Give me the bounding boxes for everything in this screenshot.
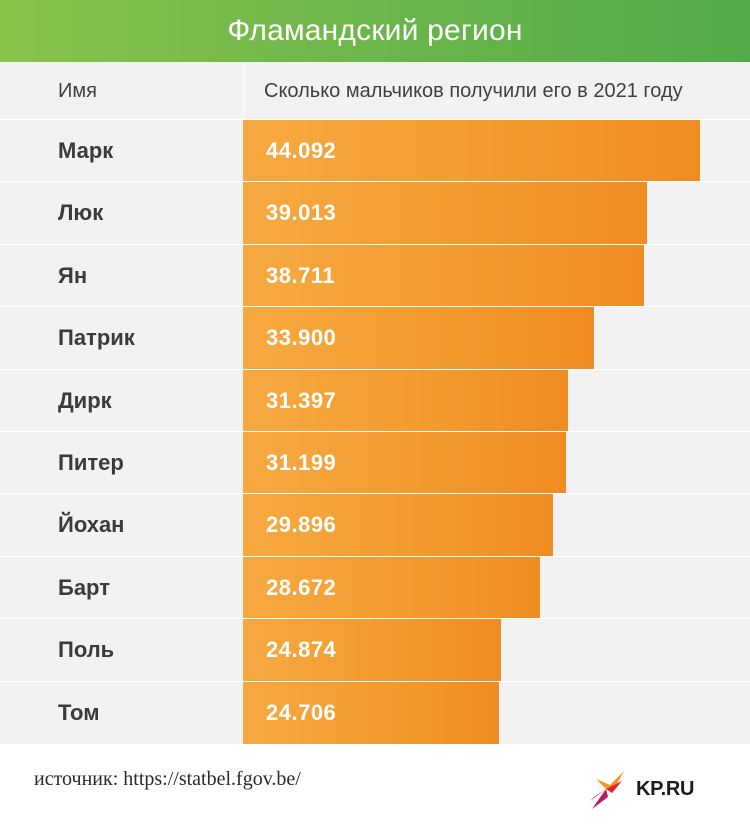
bar-value-label: 44.092 bbox=[266, 138, 337, 163]
bar bbox=[243, 432, 567, 494]
row-name-label: Люк bbox=[58, 200, 104, 226]
bar bbox=[243, 182, 648, 245]
bar-value-label: 39.013 bbox=[266, 200, 337, 226]
bar-value-label: 38.711 bbox=[266, 262, 336, 288]
table-row: Поль 24.874 bbox=[0, 618, 750, 682]
name-column-header: Имя bbox=[58, 79, 97, 102]
table-row: Том 24.706 bbox=[0, 680, 750, 744]
row-separator bbox=[0, 181, 750, 183]
kp-logo: KP.RU bbox=[586, 766, 726, 812]
table-row: Марк 44.092 bbox=[0, 120, 750, 182]
bar-value-label: 31.397 bbox=[266, 387, 337, 413]
bar bbox=[243, 369, 569, 432]
row-name-label: Марк bbox=[58, 138, 114, 163]
row-separator bbox=[0, 306, 750, 308]
row-separator bbox=[0, 368, 750, 370]
bar-value-label: 28.672 bbox=[266, 574, 337, 600]
source-note: источник: https://statbel.fgov.be/ bbox=[34, 768, 301, 790]
bar bbox=[243, 556, 541, 619]
bar-value-label: 31.199 bbox=[266, 450, 337, 475]
table-row: Питер 31.199 bbox=[0, 431, 750, 494]
row-name-label: Барт bbox=[58, 574, 110, 600]
bar bbox=[243, 120, 700, 182]
row-separator bbox=[0, 493, 750, 495]
value-column-header: Сколько мальчиков получили его в 2021 го… bbox=[264, 79, 683, 102]
table-row: Дирк 31.397 bbox=[0, 368, 750, 432]
row-name-label: Дирк bbox=[58, 387, 112, 413]
table-row: Йохан 29.896 bbox=[0, 493, 750, 557]
row-separator bbox=[0, 680, 750, 682]
row-separator bbox=[0, 431, 750, 432]
row-name-label: Питер bbox=[58, 450, 124, 475]
table-row: Ян 38.711 bbox=[0, 243, 750, 307]
bar-value-label: 33.900 bbox=[266, 325, 337, 351]
title-bar: Фламандский регион bbox=[0, 0, 750, 62]
row-name-label: Ян bbox=[58, 262, 88, 288]
bar-value-label: 24.706 bbox=[266, 699, 337, 725]
kp-bird-logo-icon bbox=[590, 771, 624, 809]
kp-logo-text: KP.RU bbox=[636, 777, 695, 800]
table-row: Люк 39.013 bbox=[0, 181, 750, 245]
bar bbox=[243, 244, 645, 307]
table-row: Патрик 33.900 bbox=[0, 306, 750, 370]
row-name-label: Поль bbox=[58, 637, 115, 663]
bar-value-label: 24.874 bbox=[266, 637, 337, 663]
row-name-label: Том bbox=[58, 699, 100, 725]
bar bbox=[243, 681, 500, 744]
row-separator bbox=[0, 243, 750, 245]
row-name-label: Патрик bbox=[58, 325, 135, 351]
table-header: Имя Сколько мальчиков получили его в 202… bbox=[0, 62, 750, 120]
header-separator bbox=[0, 119, 750, 120]
row-separator bbox=[0, 555, 750, 557]
bar bbox=[243, 494, 553, 557]
table-row: Барт 28.672 bbox=[0, 555, 750, 619]
row-separator bbox=[0, 618, 750, 620]
row-name-label: Йохан bbox=[58, 512, 125, 538]
bar bbox=[243, 307, 595, 370]
chart-title: Фламандский регион bbox=[227, 14, 523, 47]
bar-value-label: 29.896 bbox=[266, 512, 337, 538]
bar bbox=[243, 619, 501, 682]
